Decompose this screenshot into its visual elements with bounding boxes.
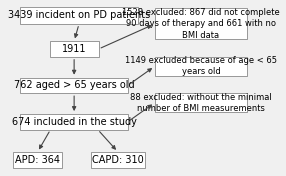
- Text: 1528 excluded: 867 did not complete
90 days of therapy and 661 with no
BMI data: 1528 excluded: 867 did not complete 90 d…: [122, 8, 280, 39]
- Text: APD: 364: APD: 364: [15, 155, 60, 165]
- FancyBboxPatch shape: [91, 152, 145, 168]
- FancyBboxPatch shape: [155, 57, 247, 76]
- Text: 3439 incident on PD patients: 3439 incident on PD patients: [8, 10, 150, 20]
- Text: CAPD: 310: CAPD: 310: [92, 155, 144, 165]
- FancyBboxPatch shape: [20, 114, 128, 130]
- FancyBboxPatch shape: [20, 78, 128, 93]
- Text: 674 included in the study: 674 included in the study: [12, 117, 137, 127]
- Text: 1911: 1911: [62, 44, 86, 54]
- FancyBboxPatch shape: [20, 7, 138, 24]
- FancyBboxPatch shape: [155, 8, 247, 39]
- Text: 762 aged > 65 years old: 762 aged > 65 years old: [14, 80, 134, 90]
- FancyBboxPatch shape: [155, 93, 247, 112]
- FancyBboxPatch shape: [13, 152, 62, 168]
- FancyBboxPatch shape: [50, 41, 99, 57]
- Text: 88 excluded: without the minimal
number of BMI measurements: 88 excluded: without the minimal number …: [130, 93, 272, 113]
- Text: 1149 excluded because of age < 65
years old: 1149 excluded because of age < 65 years …: [125, 56, 277, 76]
